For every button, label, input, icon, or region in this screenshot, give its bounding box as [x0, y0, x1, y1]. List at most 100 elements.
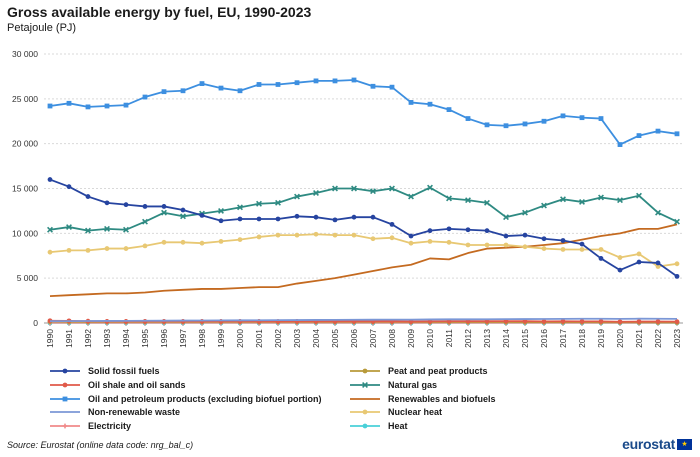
x-tick-label: 2020: [615, 329, 625, 348]
legend-symbol-icon: [350, 409, 380, 415]
data-point: [617, 142, 623, 147]
x-tick-label: 2016: [539, 329, 549, 348]
data-point: [408, 100, 414, 105]
data-point: [351, 232, 357, 238]
series-line: [49, 223, 678, 297]
data-point: [85, 247, 91, 253]
x-tick-label: 2021: [634, 329, 644, 348]
series-line: [49, 317, 678, 323]
data-point: [579, 241, 585, 247]
data-point: [389, 185, 395, 192]
legend-label: Renewables and biofuels: [388, 393, 496, 404]
data-point: [484, 228, 490, 234]
legend-item: Oil and petroleum products (excluding bi…: [48, 393, 322, 405]
data-point: [674, 131, 680, 137]
data-point: [66, 224, 72, 231]
data-point: [351, 77, 357, 83]
x-tick-label: 1994: [121, 329, 131, 348]
y-tick-label: 0: [33, 318, 38, 328]
data-point: [199, 81, 205, 86]
y-tick-label: 25 000: [12, 94, 38, 104]
data-point: [370, 236, 376, 242]
x-tick-label: 2005: [330, 329, 340, 348]
data-point: [465, 116, 471, 121]
legend-label: Solid fossil fuels: [88, 366, 160, 376]
data-point: [674, 261, 680, 267]
data-point: [636, 251, 642, 257]
data-point: [579, 247, 585, 252]
data-point: [66, 184, 72, 190]
data-point: [655, 264, 661, 269]
x-tick-label: 2022: [653, 329, 663, 348]
data-point: [104, 200, 110, 206]
x-tick-label: 2006: [349, 329, 359, 348]
data-point: [579, 318, 585, 324]
legend-symbol-icon: [50, 411, 80, 414]
x-tick-label: 1993: [102, 329, 112, 348]
data-point: [446, 226, 452, 232]
data-point: [332, 185, 338, 192]
data-point: [636, 133, 642, 138]
data-point: [560, 113, 566, 119]
data-point: [617, 319, 623, 325]
data-point: [313, 78, 319, 84]
data-point: [85, 104, 91, 110]
data-point: [465, 227, 471, 233]
data-point: [579, 115, 585, 121]
data-point: [180, 213, 186, 220]
data-point: [66, 100, 72, 106]
legend-label: Peat and peat products: [388, 366, 488, 376]
x-tick-label: 2004: [311, 329, 321, 348]
legend-marker: [62, 382, 68, 388]
data-point: [275, 216, 281, 222]
x-tick-label: 2023: [672, 329, 682, 348]
y-tick-label: 10 000: [12, 228, 38, 238]
legend-symbol-icon: [50, 396, 80, 401]
legend-label: Natural gas: [388, 379, 438, 390]
data-point: [560, 247, 566, 252]
data-point: [389, 221, 395, 227]
data-point: [427, 228, 433, 234]
x-axis: 1990 1991 1992 1993 1994 1995 1996 1997 1998 1999…: [44, 322, 683, 348]
data-point: [313, 190, 319, 196]
x-tick-label: 2017: [558, 329, 568, 348]
data-point: [104, 246, 110, 251]
source-note: Source: Eurostat (online data code: nrg_…: [7, 440, 194, 450]
data-point: [636, 319, 642, 324]
grid-lines: [44, 53, 683, 324]
legend-item: Natural gas: [348, 379, 437, 391]
data-point: [427, 184, 433, 191]
series-line: [49, 178, 678, 278]
data-point: [66, 247, 72, 253]
data-point: [351, 214, 357, 220]
data-point: [313, 214, 319, 220]
x-tick-label: 1992: [83, 329, 93, 348]
data-point: [123, 102, 129, 108]
data-point: [522, 244, 528, 250]
data-point: [332, 232, 338, 238]
x-tick-label: 2014: [501, 329, 511, 348]
legend-label: Electricity: [88, 421, 132, 432]
data-point: [541, 236, 547, 242]
data-point: [541, 318, 547, 324]
series-0: [47, 177, 680, 279]
legend-label: Heat: [388, 421, 408, 432]
x-tick-label: 2015: [520, 329, 530, 348]
data-point: [446, 195, 452, 202]
data-point: [370, 83, 376, 89]
data-point: [484, 199, 490, 206]
data-point: [85, 227, 91, 234]
data-point: [503, 242, 509, 248]
legend-item: Nuclear heat: [348, 406, 442, 418]
data-point: [541, 202, 547, 209]
data-point: [332, 78, 338, 84]
x-tick-label: 2007: [368, 329, 378, 348]
data-point: [503, 233, 509, 239]
data-point: [237, 237, 243, 243]
data-point: [218, 85, 224, 91]
data-point: [484, 242, 490, 248]
series-5: [49, 223, 678, 297]
series-7: [47, 231, 680, 269]
data-point: [541, 246, 547, 251]
data-point: [161, 239, 167, 245]
